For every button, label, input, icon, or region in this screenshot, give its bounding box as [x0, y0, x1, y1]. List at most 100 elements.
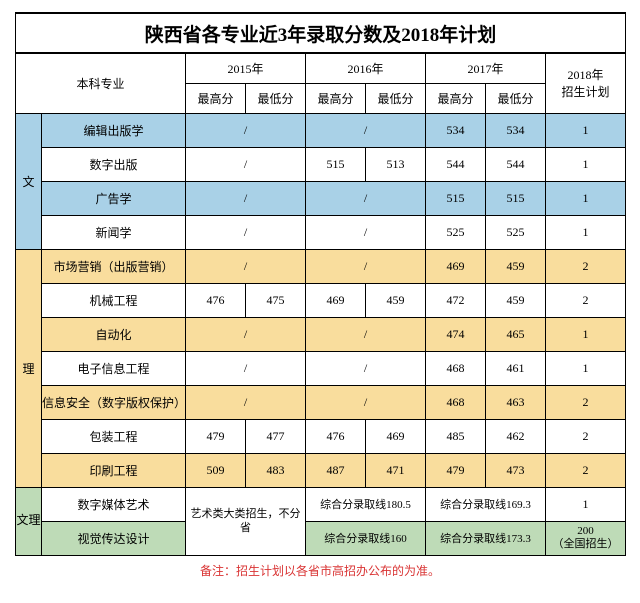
- cell: 483: [246, 453, 306, 487]
- col-2017-low: 最低分: [486, 83, 546, 113]
- cell: 463: [486, 385, 546, 419]
- cell: 479: [186, 419, 246, 453]
- cell: 1: [546, 181, 626, 215]
- cell: /: [186, 385, 306, 419]
- table-row: 印刷工程 509 483 487 471 479 473 2: [16, 453, 626, 487]
- cell: /: [186, 351, 306, 385]
- cell: 473: [486, 453, 546, 487]
- cell: /: [186, 215, 306, 249]
- cell: 469: [366, 419, 426, 453]
- category-li: 理: [16, 249, 42, 487]
- cell: 513: [366, 147, 426, 181]
- col-2017-high: 最高分: [426, 83, 486, 113]
- table-row: 数字出版 / 515 513 544 544 1: [16, 147, 626, 181]
- cell: 1: [546, 317, 626, 351]
- cell: 544: [426, 147, 486, 181]
- cell: 468: [426, 385, 486, 419]
- major-cell: 信息安全（数字版权保护）: [42, 385, 186, 419]
- cell: 459: [486, 283, 546, 317]
- cell: /: [306, 249, 426, 283]
- cell: 2: [546, 419, 626, 453]
- col-major: 本科专业: [16, 53, 186, 113]
- plan-l1: 200: [577, 525, 594, 537]
- major-cell: 市场营销（出版营销）: [42, 249, 186, 283]
- col-year-2015: 2015年: [186, 53, 306, 83]
- major-cell: 广告学: [42, 181, 186, 215]
- cell: 462: [486, 419, 546, 453]
- cell: 1: [546, 113, 626, 147]
- cell: 469: [426, 249, 486, 283]
- table-title: 陕西省各专业近3年录取分数及2018年计划: [16, 13, 626, 53]
- cell: /: [306, 385, 426, 419]
- cell: /: [306, 317, 426, 351]
- cell: 485: [426, 419, 486, 453]
- major-cell: 电子信息工程: [42, 351, 186, 385]
- cell: 1: [546, 147, 626, 181]
- major-cell: 自动化: [42, 317, 186, 351]
- cell: 479: [426, 453, 486, 487]
- art-merged-cell: 艺术类大类招生，不分省: [186, 487, 306, 555]
- col-year-2016: 2016年: [306, 53, 426, 83]
- admission-table: 陕西省各专业近3年录取分数及2018年计划 本科专业 2015年 2016年 2…: [15, 12, 626, 556]
- col-plan-l1: 2018年: [568, 68, 604, 82]
- cell: 综合分录取线173.3: [426, 521, 546, 555]
- col-2015-high: 最高分: [186, 83, 246, 113]
- cell: 515: [486, 181, 546, 215]
- major-cell: 视觉传达设计: [42, 521, 186, 555]
- cell: /: [186, 317, 306, 351]
- cell: 2: [546, 249, 626, 283]
- cell: 476: [186, 283, 246, 317]
- table-row: 自动化 / / 474 465 1: [16, 317, 626, 351]
- cell: 471: [366, 453, 426, 487]
- cell: 综合分录取线180.5: [306, 487, 426, 521]
- cell: 200 （全国招生）: [546, 521, 626, 555]
- cell: 1: [546, 487, 626, 521]
- cell: 2: [546, 385, 626, 419]
- table-row: 新闻学 / / 525 525 1: [16, 215, 626, 249]
- category-wenli: 文理: [16, 487, 42, 555]
- cell: /: [306, 181, 426, 215]
- table-row: 视觉传达设计 综合分录取线160 综合分录取线173.3 200 （全国招生）: [16, 521, 626, 555]
- table-row: 信息安全（数字版权保护） / / 468 463 2: [16, 385, 626, 419]
- cell: 509: [186, 453, 246, 487]
- cell: 1: [546, 215, 626, 249]
- col-2015-low: 最低分: [246, 83, 306, 113]
- cell: 472: [426, 283, 486, 317]
- footnote: 备注：招生计划以各省市高招办公布的为准。: [0, 562, 640, 579]
- table-row: 广告学 / / 515 515 1: [16, 181, 626, 215]
- cell: 459: [366, 283, 426, 317]
- table-row: 文理 数字媒体艺术 艺术类大类招生，不分省 综合分录取线180.5 综合分录取线…: [16, 487, 626, 521]
- cell: /: [306, 215, 426, 249]
- cell: 2: [546, 283, 626, 317]
- cell: 525: [486, 215, 546, 249]
- cell: /: [186, 147, 306, 181]
- col-plan-l2: 招生计划: [562, 85, 610, 99]
- major-cell: 机械工程: [42, 283, 186, 317]
- header-row-1: 本科专业 2015年 2016年 2017年 2018年 招生计划: [16, 53, 626, 83]
- cell: 469: [306, 283, 366, 317]
- major-cell: 新闻学: [42, 215, 186, 249]
- cell: 515: [306, 147, 366, 181]
- table-row: 机械工程 476 475 469 459 472 459 2: [16, 283, 626, 317]
- major-cell: 数字媒体艺术: [42, 487, 186, 521]
- cell: 476: [306, 419, 366, 453]
- col-year-2017: 2017年: [426, 53, 546, 83]
- cell: 487: [306, 453, 366, 487]
- category-wen: 文: [16, 113, 42, 249]
- cell: 525: [426, 215, 486, 249]
- major-cell: 数字出版: [42, 147, 186, 181]
- cell: /: [306, 113, 426, 147]
- major-cell: 包装工程: [42, 419, 186, 453]
- cell: /: [186, 249, 306, 283]
- cell: 461: [486, 351, 546, 385]
- cell: 2: [546, 453, 626, 487]
- col-2016-high: 最高分: [306, 83, 366, 113]
- table-row: 电子信息工程 / / 468 461 1: [16, 351, 626, 385]
- col-plan: 2018年 招生计划: [546, 53, 626, 113]
- cell: /: [306, 351, 426, 385]
- cell: 534: [426, 113, 486, 147]
- cell: /: [186, 113, 306, 147]
- major-cell: 编辑出版学: [42, 113, 186, 147]
- title-row: 陕西省各专业近3年录取分数及2018年计划: [16, 13, 626, 53]
- cell: 474: [426, 317, 486, 351]
